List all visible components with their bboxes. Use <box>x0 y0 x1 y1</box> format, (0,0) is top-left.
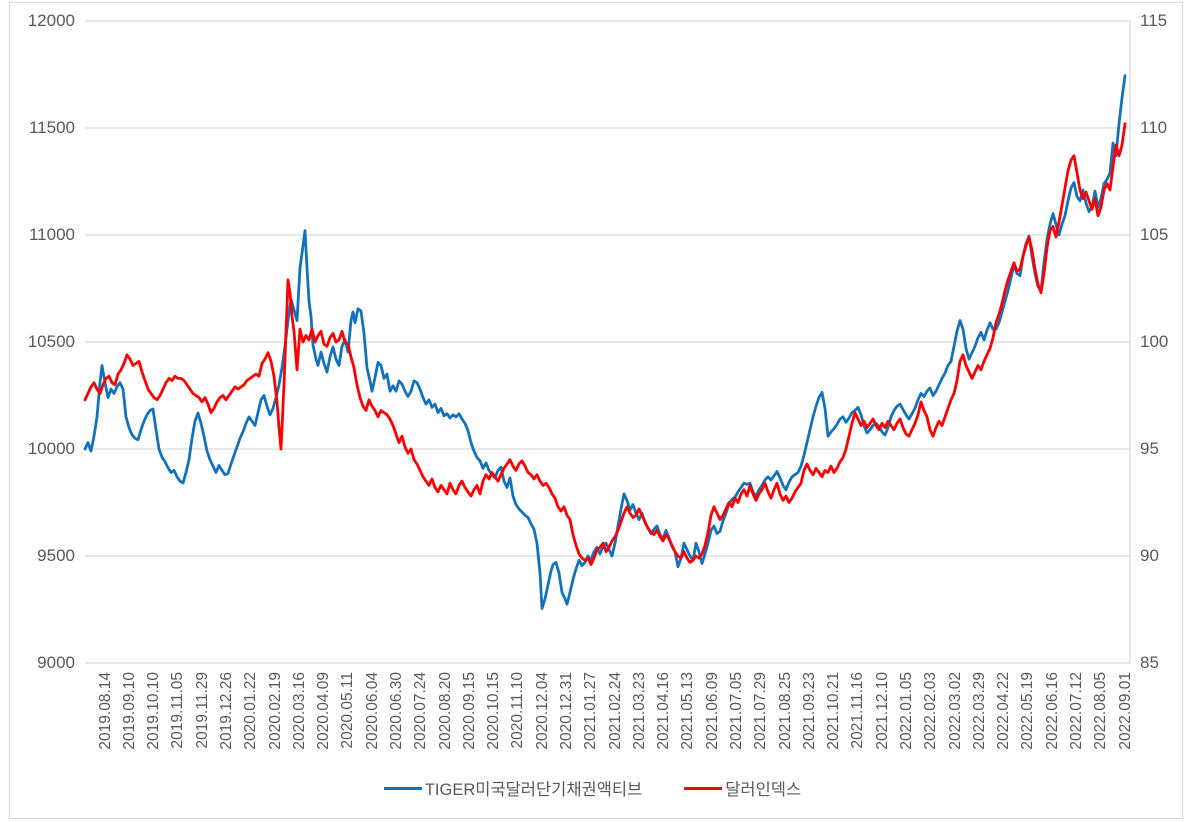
y-axis-label-right: 95 <box>1140 439 1159 458</box>
y-axis-label-left: 9000 <box>37 653 75 672</box>
y-axis-label-left: 11000 <box>28 225 75 244</box>
x-axis-label: 2020.09.15 <box>460 672 478 750</box>
legend-item-1: 달러인덱스 <box>684 776 801 800</box>
x-axis-label: 2021.11.16 <box>849 672 867 749</box>
x-axis-label: 2021.03.23 <box>630 672 648 750</box>
y-axis-label-left: 12000 <box>27 11 75 30</box>
x-axis-label: 2020.08.20 <box>436 672 454 750</box>
x-axis-label: 2020.01.22 <box>242 672 260 750</box>
x-axis-label: 2022.07.12 <box>1068 672 1086 750</box>
x-axis-label: 2021.01.27 <box>582 672 600 750</box>
y-axis-label-left: 10500 <box>27 332 75 351</box>
legend-label: TIGER미국달러단기채권액티브 <box>424 781 643 799</box>
x-axis-label: 2020.12.04 <box>533 672 551 750</box>
y-axis-label-right: 85 <box>1140 653 1159 672</box>
y-axis-label-right: 115 <box>1140 11 1168 30</box>
x-axis-label: 2022.01.05 <box>898 672 916 750</box>
x-axis-label: 2021.06.09 <box>703 672 721 750</box>
x-axis-label: 2019.12.26 <box>218 672 236 750</box>
x-axis-label: 2020.12.31 <box>558 672 576 750</box>
x-axis-label: 2022.08.05 <box>1092 672 1110 750</box>
x-axis-label: 2019.11.05 <box>169 672 187 749</box>
x-axis-label: 2022.03.29 <box>970 672 988 750</box>
legend-line-swatch <box>383 786 422 790</box>
x-axis-label: 2019.09.10 <box>120 672 138 750</box>
x-axis-label: 2022.06.16 <box>1043 672 1061 750</box>
y-axis-label-right: 90 <box>1140 546 1159 565</box>
x-axis-label: 2020.11.10 <box>509 672 527 749</box>
x-axis-label: 2020.06.30 <box>388 672 406 750</box>
x-axis-label: 2019.10.10 <box>145 672 163 750</box>
legend-label: 달러인덱스 <box>725 781 802 799</box>
y-axis-label-right: 105 <box>1140 225 1169 244</box>
x-axis-label: 2020.05.11 <box>339 672 357 749</box>
x-axis-label: 2021.04.16 <box>655 672 673 750</box>
x-axis-label: 2019.08.14 <box>96 672 114 750</box>
x-axis-label: 2021.07.29 <box>752 672 770 750</box>
series-line-1 <box>83 122 1127 566</box>
x-axis-label: 2021.10.21 <box>825 672 843 750</box>
x-axis-label: 2022.03.02 <box>946 672 964 750</box>
x-axis-label: 2020.03.16 <box>290 672 308 750</box>
x-axis-label: 2022.05.19 <box>1019 672 1037 750</box>
x-axis-label: 2022.04.22 <box>995 672 1013 750</box>
x-axis-label: 2020.06.04 <box>363 672 381 750</box>
x-axis-label: 2021.02.24 <box>606 672 624 750</box>
x-axis-label: 2021.07.05 <box>728 672 746 750</box>
y-axis-label-right: 100 <box>1140 332 1169 351</box>
x-axis-label: 2020.04.09 <box>315 672 333 750</box>
x-axis-label: 2022.02.03 <box>922 672 940 750</box>
chart-frame-border <box>9 2 1183 819</box>
legend-line-swatch <box>684 786 723 790</box>
y-axis-label-left: 11500 <box>28 118 75 137</box>
series-line-0 <box>83 74 1127 610</box>
x-axis-label: 2021.09.23 <box>800 672 818 750</box>
x-axis-label: 2019.11.29 <box>193 672 211 749</box>
x-axis-label: 2021.05.13 <box>679 672 697 750</box>
x-axis-label: 2020.07.24 <box>412 672 430 750</box>
x-axis-label: 2022.09.01 <box>1116 672 1134 750</box>
legend-item-0: TIGER미국달러단기채권액티브 <box>383 776 643 800</box>
x-axis-label: 2020.10.15 <box>485 672 503 750</box>
y-axis-label-right: 110 <box>1140 118 1168 137</box>
y-axis-label-left: 9500 <box>37 546 75 565</box>
x-axis-label: 2021.12.10 <box>873 672 891 750</box>
legend: TIGER미국달러단기채권액티브 달러인덱스 <box>0 776 1185 800</box>
y-axis-label-left: 10000 <box>27 439 75 458</box>
x-axis-label: 2021.08.25 <box>776 672 794 750</box>
x-axis-label: 2020.02.19 <box>266 672 284 750</box>
